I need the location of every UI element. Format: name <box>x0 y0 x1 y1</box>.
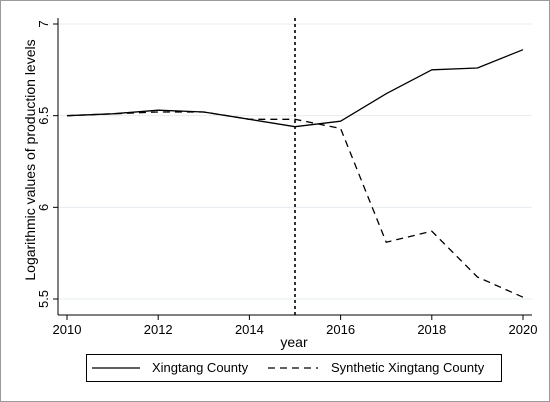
data-point-xingtang <box>476 67 479 70</box>
x-tick-label: 2014 <box>235 322 264 337</box>
data-point-xingtang <box>294 125 297 128</box>
x-tick-label: 2018 <box>417 322 446 337</box>
data-point-synthetic <box>476 276 479 279</box>
axes <box>53 18 532 320</box>
legend-label-xingtang: Xingtang County <box>152 360 249 375</box>
legend: Xingtang County Synthetic Xingtang Count… <box>86 354 502 382</box>
data-point-synthetic <box>66 114 69 117</box>
data-point-xingtang <box>430 68 433 71</box>
data-point-synthetic <box>202 111 205 114</box>
y-tick-label: 6 <box>36 204 51 211</box>
series-group <box>66 48 525 299</box>
y-tick-label: 6.5 <box>36 107 51 125</box>
data-point-xingtang <box>385 92 388 95</box>
series-line-xingtang <box>66 49 524 128</box>
data-point-synthetic <box>522 296 525 299</box>
y-tick-label: 7 <box>36 20 51 27</box>
x-tick-label: 2020 <box>509 322 538 337</box>
data-point-synthetic <box>430 230 433 233</box>
x-tick-label: 2010 <box>53 322 82 337</box>
data-point-synthetic <box>339 127 342 130</box>
data-point-synthetic <box>157 111 160 114</box>
data-point-xingtang <box>522 48 525 51</box>
data-point-xingtang <box>339 120 342 123</box>
data-point-synthetic <box>248 118 251 121</box>
series-line-synthetic <box>66 111 524 298</box>
x-tick-label: 2012 <box>144 322 173 337</box>
legend-label-synthetic: Synthetic Xingtang County <box>331 360 485 375</box>
tick-labels: 5.5 6 6.5 7 2010 2012 2014 2016 2018 2020 <box>36 20 537 337</box>
data-point-synthetic <box>111 112 114 115</box>
data-point-synthetic <box>385 241 388 244</box>
y-tick-label: 5.5 <box>36 290 51 308</box>
data-point-synthetic <box>294 118 297 121</box>
x-axis-title: year <box>280 334 308 350</box>
y-axis-title: Logarithmic values of production levels <box>22 39 38 280</box>
x-tick-label: 2016 <box>326 322 355 337</box>
